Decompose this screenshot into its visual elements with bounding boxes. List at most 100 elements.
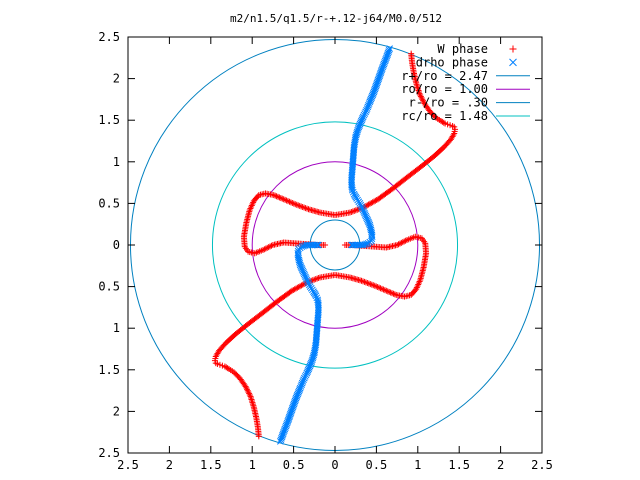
w-phase-point [262,245,269,252]
w-phase-point [315,275,322,282]
w-phase-point [312,276,319,283]
drho-phase-point [301,374,308,382]
drho-phase-point [356,200,364,207]
drho-phase-point [363,105,371,112]
w-phase-point [398,239,405,246]
w-phase-point [223,364,230,371]
point-d2-stroke [362,108,369,116]
point-d2-stroke [366,223,374,231]
w-phase-point [371,282,378,289]
point-d2-stroke [314,241,321,249]
w-phase-point [304,205,311,212]
w-phase-point [283,197,290,204]
w-phase-point [267,243,274,250]
w-phase-point [377,285,384,292]
drho-phase-point [349,241,356,249]
point-d2-stroke [296,259,304,267]
x-tick-label: 1.5 [448,458,470,472]
point-d2-stroke [348,241,355,249]
point-d2-stroke [364,217,372,224]
drho-phase-point [306,283,314,290]
w-phase-point [361,278,368,285]
w-phase-point [396,240,403,247]
point-d2-stroke [305,281,313,289]
point-d2-stroke [363,214,370,221]
w-phase-point [390,290,397,297]
w-phase-point [246,391,253,398]
w-phase-point [418,94,425,101]
drho-phase-point [362,108,369,116]
y-tick-label: 2.5 [98,446,120,460]
legend-label: r+/ro = 2.47 [401,69,488,83]
w-phase-point [354,206,361,213]
w-phase-point [309,277,316,284]
w-phase-point [261,246,268,253]
point-d2-stroke [314,298,322,305]
y-tick-label: 2.5 [98,30,120,44]
x-tick-label: 2.5 [117,458,139,472]
point-d2-stroke [299,378,307,385]
legend-item: W phase [437,42,517,56]
drho-phase-point [348,241,355,249]
legend-item: ro/ro = 1.00 [401,82,530,96]
drho-phase-point [349,188,357,196]
w-phase-point [416,90,423,97]
w-phase-point [285,198,292,205]
point-d2-stroke [299,267,307,275]
y-tick-label: 0 [113,238,120,252]
w-phase-point [290,200,297,207]
w-phase-point [374,284,381,291]
point-d2-stroke [358,205,366,212]
x-tick-label: 1.5 [200,458,222,472]
point-d2-stroke [361,211,369,218]
point-d2-stroke [365,218,372,226]
point-d2-stroke [365,220,373,227]
w-phase-point [280,196,287,203]
x-tick-label: 0 [331,458,338,472]
point-d2-stroke [298,264,305,272]
w-phase-point [305,206,312,213]
w-phase-point [384,288,391,295]
drho-phase-point [301,373,309,380]
drho-phase-point [305,281,313,289]
point-d2-stroke [361,110,369,117]
w-phase-point [276,194,283,201]
w-phase-point [391,291,398,298]
w-phase-point [349,208,356,215]
drho-phase-point [314,296,321,304]
w-phase-point [298,203,305,210]
x-tick-label: 1 [414,458,421,472]
point-d2-stroke [305,279,312,287]
point-d2-stroke [306,283,314,290]
w-phase-point [373,283,380,290]
point-d2-stroke [314,296,321,304]
w-phase-point [277,195,284,202]
point-d2-stroke [294,249,302,257]
drho-phase-point [305,279,312,287]
w-phase-point [401,238,408,245]
w-phase-point [417,93,424,100]
drho-phase-point [349,241,357,249]
point-d2-stroke [360,208,368,215]
point-d2-stroke [313,294,321,302]
w-phase-point [292,201,299,208]
drho-phase-point [313,241,321,249]
w-phase-point [244,387,251,394]
point-d2-stroke [298,266,306,273]
w-phase-point [352,207,359,214]
w-phase-point [282,196,289,203]
drho-phase-point [357,201,365,209]
w-phase-point [368,281,375,288]
w-phase-point [419,96,426,103]
legend-item: r+/ro = 2.47 [401,69,530,83]
y-tick-label: 1 [113,155,120,169]
w-phase-point [302,205,309,212]
w-phase-point [314,275,321,282]
w-phase-point [370,282,377,289]
point-d2-stroke [368,229,376,237]
point-d2-stroke [349,241,357,249]
drho-phase-point [363,106,370,114]
w-phase-point [351,207,358,214]
y-tick-label: 0.5 [98,196,120,210]
w-phase-point [404,237,411,244]
